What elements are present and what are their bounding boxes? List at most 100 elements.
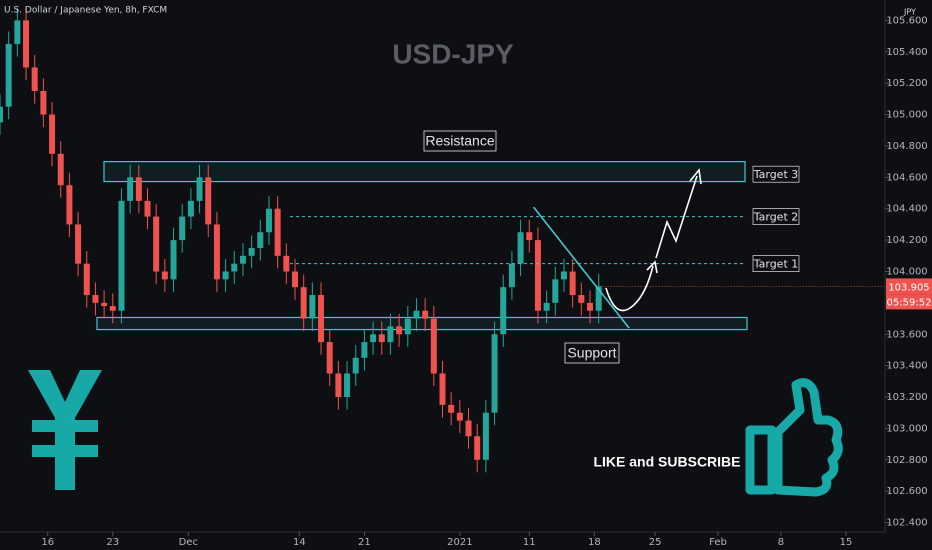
candle-body [222, 271, 229, 280]
y-tick-label: 103.600 [886, 329, 927, 340]
last-price-box [886, 278, 932, 295]
y-tick-label: 102.400 [886, 518, 927, 529]
candle-body [361, 342, 368, 358]
candle-body [31, 67, 38, 92]
candle-body [482, 412, 489, 460]
candle-body [127, 177, 134, 201]
zone-label: Support [567, 345, 616, 361]
zone-label: Resistance [425, 133, 494, 149]
y-tick-label: 104.600 [886, 172, 927, 183]
trendline [532, 206, 630, 329]
candle-body [170, 240, 177, 280]
yen-icon [28, 370, 102, 490]
x-tick-label: 15 [840, 537, 853, 548]
candle-body [422, 310, 429, 319]
candle-body [430, 318, 437, 374]
candle-body [213, 224, 220, 280]
x-tick-label: 11 [523, 537, 536, 548]
target-label-box [752, 255, 800, 272]
candle-body [66, 185, 73, 225]
target-label-box [752, 165, 800, 183]
candle-body [587, 302, 593, 311]
candle-body [144, 200, 151, 217]
thumb-cuff [745, 425, 777, 495]
target-label: Target 2 [753, 211, 799, 224]
chart-subtitle: U.S. Dollar / Japanese Yen, 8h, FXCM [4, 6, 167, 16]
candle-body [439, 373, 446, 405]
yen-bar [32, 420, 98, 432]
candle-body [153, 216, 160, 272]
y-tick-label: 104.000 [886, 266, 927, 277]
y-tick-label: 104.800 [886, 141, 927, 152]
chart-title: USD-JPY [392, 38, 514, 69]
last-price-label: 103.905 [888, 282, 929, 293]
candle-body [283, 255, 290, 272]
candle-body [57, 153, 64, 186]
projection-arrow [605, 168, 702, 312]
candle-body [404, 318, 411, 335]
countdown-box [886, 294, 932, 310]
candle-body [23, 20, 30, 68]
candle-body [578, 295, 585, 303]
candle-body [75, 224, 82, 264]
candle-body [300, 287, 307, 319]
candle-body [274, 208, 281, 256]
candle-body [508, 263, 515, 288]
y-tick-label: 103.200 [886, 392, 927, 403]
arrow-curve [605, 265, 654, 312]
target-label-box [752, 208, 800, 225]
candle-body [335, 373, 342, 398]
candle-body [543, 302, 550, 311]
x-tick-label: 2021 [447, 537, 472, 548]
candle-body [205, 177, 212, 225]
candle-body [552, 279, 559, 303]
candle-body [161, 271, 168, 280]
countdown-label: 05:59:52 [887, 297, 932, 308]
y-tick-label: 105.200 [886, 78, 927, 89]
candle-body [352, 357, 359, 374]
call-to-action: LIKE and SUBSCRIBE [593, 454, 740, 470]
candle-body [534, 240, 541, 311]
zone-label-box [423, 130, 497, 152]
x-tick-label: 14 [293, 537, 306, 548]
candle-body [239, 255, 246, 264]
x-tick-label: 16 [41, 537, 54, 548]
candle-body [292, 271, 298, 288]
x-tick-label: 8 [778, 537, 784, 548]
y-tick-label: 102.800 [886, 455, 927, 466]
candle-body [569, 271, 576, 296]
zone-label-box [564, 342, 620, 364]
candle-body [326, 342, 333, 374]
candle-body [448, 404, 455, 413]
candle-body [49, 114, 56, 154]
candle-body [265, 208, 272, 233]
candle-body [526, 232, 533, 241]
plot-area [0, 7, 885, 473]
candle-body [309, 295, 316, 319]
arrow-zigzag [655, 175, 698, 259]
candle-body [92, 295, 99, 303]
candle-body [196, 177, 203, 201]
x-tick-label: 21 [358, 537, 371, 548]
candle-body [40, 91, 47, 115]
y-tick-label: 102.600 [886, 486, 927, 497]
candle-body [370, 334, 377, 343]
x-tick-label: 25 [649, 537, 662, 548]
candle-body [491, 334, 498, 413]
candle-body [83, 263, 90, 296]
target-label: Target 3 [753, 168, 799, 181]
candle-body [187, 200, 194, 217]
thumbs-up-icon [745, 378, 843, 497]
zone [103, 161, 746, 183]
y-tick-label: 105.000 [886, 110, 927, 121]
candle-body [517, 232, 524, 264]
x-tick-label: 23 [106, 537, 119, 548]
y-tick-label: 105.600 [886, 15, 927, 26]
thumb-hand [773, 378, 843, 497]
x-tick-label: 18 [588, 537, 601, 548]
y-tick-label: 105.400 [886, 47, 927, 58]
candle-body [595, 286, 602, 311]
y-axis-label: JPY [903, 8, 916, 17]
